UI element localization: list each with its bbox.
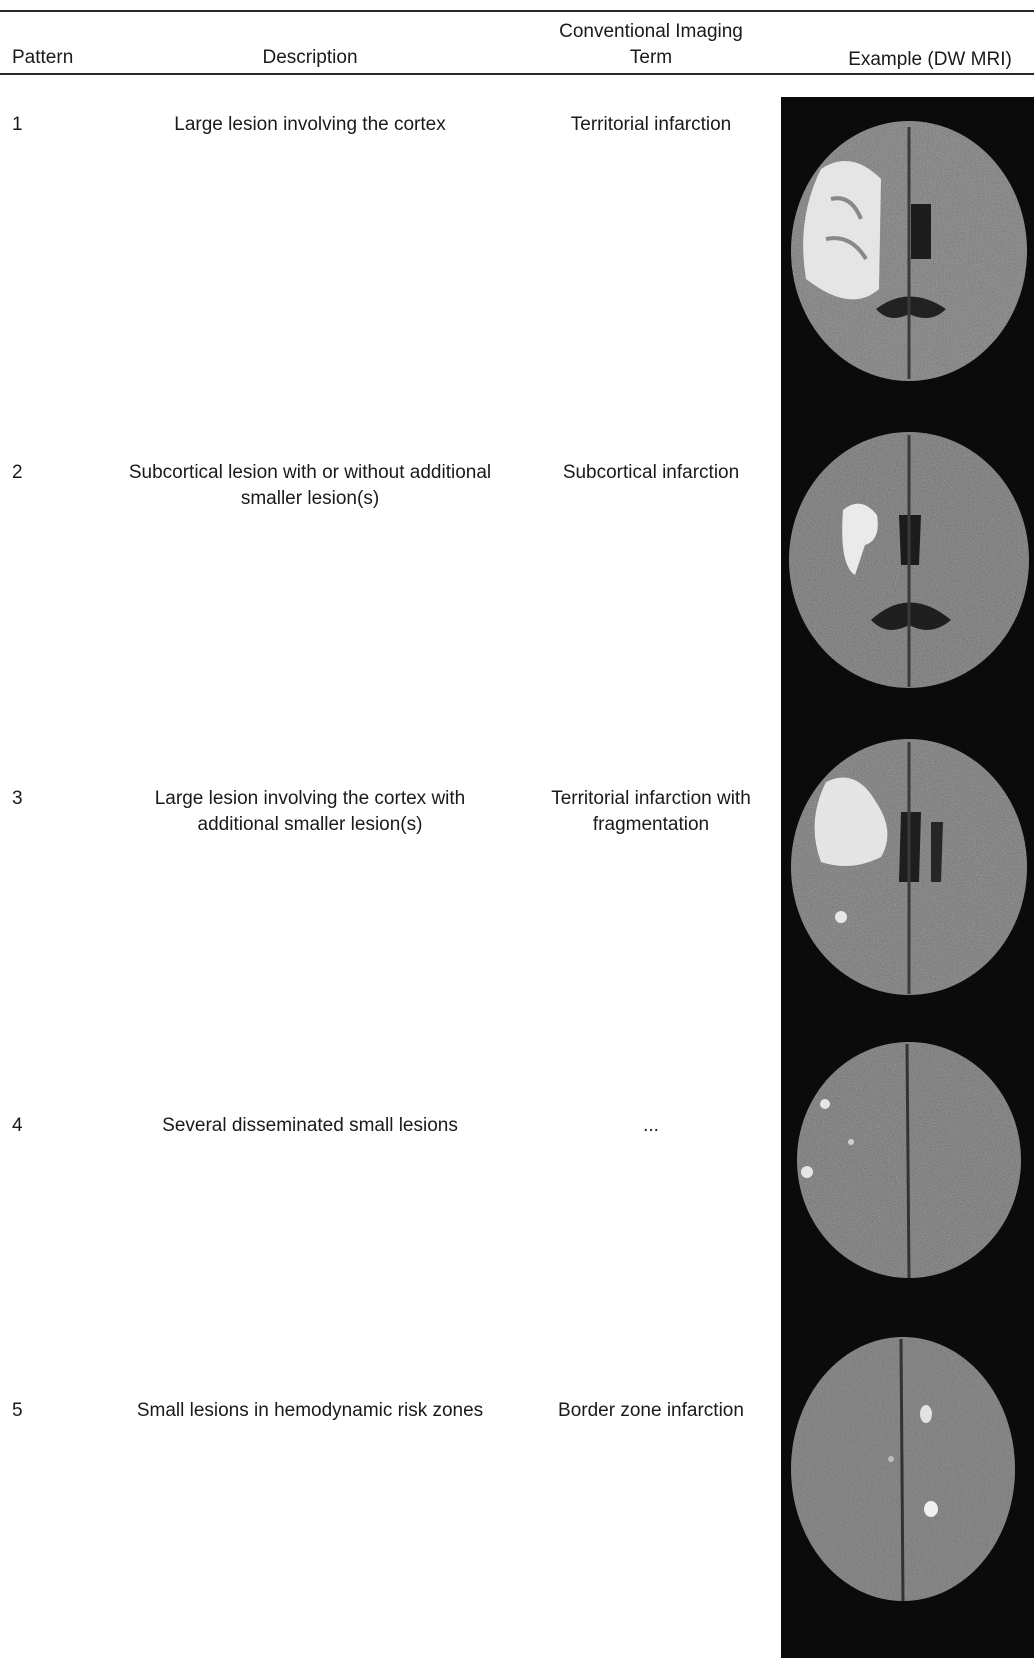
row-3-description-line: additional smaller lesion(s): [197, 814, 423, 835]
row-2-description: Subcortical lesion with or without addit…: [120, 460, 500, 512]
row-3-description: Large lesion involving the cortex with a…: [120, 786, 500, 838]
row-2-description-line: Subcortical lesion with or without addit…: [128, 462, 492, 483]
row-4-pattern: 4: [12, 1115, 23, 1136]
row-4-term-line: ...: [643, 1115, 659, 1136]
row-2-term: Subcortical infarction: [540, 460, 762, 486]
row-1-description-line: Large lesion involving the cortex: [174, 114, 446, 135]
row-4-term: ...: [540, 1113, 762, 1139]
row-1-description: Large lesion involving the cortex: [120, 112, 500, 138]
row-5-pattern: 5: [12, 1400, 23, 1421]
mri-example-strip: [781, 97, 1034, 1658]
header-conventional-term: Conventional Imaging Term: [540, 19, 762, 71]
header-term-line1: Conventional Imaging: [559, 21, 743, 42]
header-example: Example (DW MRI): [848, 49, 1012, 70]
mri-image-pattern-4: [781, 1032, 1034, 1292]
row-5-description-line: Small lesions in hemodynamic risk zones: [136, 1400, 484, 1421]
row-1-term-line: Territorial infarction: [570, 114, 732, 135]
row-4-description-line: Several disseminated small lesions: [162, 1115, 458, 1136]
row-5-term: Border zone infarction: [540, 1398, 762, 1424]
row-3-term: Territorial infarction with fragmentatio…: [540, 786, 762, 838]
row-5-term-line: Border zone infarction: [558, 1400, 744, 1421]
row-2-description-line: smaller lesion(s): [240, 488, 380, 509]
row-3-term-line: fragmentation: [592, 814, 710, 835]
header-term-line2: Term: [629, 47, 673, 68]
row-2-term-line: Subcortical infarction: [562, 462, 740, 483]
row-3-term-line: Territorial infarction with: [551, 788, 751, 809]
mri-image-pattern-2: [781, 415, 1034, 705]
header-bottom-rule: [0, 73, 1034, 75]
header-description: Description: [262, 47, 358, 68]
mri-image-pattern-1: [781, 109, 1034, 399]
row-5-description: Small lesions in hemodynamic risk zones: [120, 1398, 500, 1424]
table-top-rule: [0, 10, 1034, 12]
row-3-pattern: 3: [12, 788, 23, 809]
row-4-description: Several disseminated small lesions: [120, 1113, 500, 1139]
mri-image-pattern-5: [781, 1319, 1034, 1619]
row-1-term: Territorial infarction: [540, 112, 762, 138]
header-pattern: Pattern: [12, 47, 74, 68]
row-2-pattern: 2: [12, 462, 23, 483]
row-1-pattern: 1: [12, 114, 23, 135]
mri-image-pattern-3: [781, 722, 1034, 1012]
row-3-description-line: Large lesion involving the cortex with: [154, 788, 466, 809]
